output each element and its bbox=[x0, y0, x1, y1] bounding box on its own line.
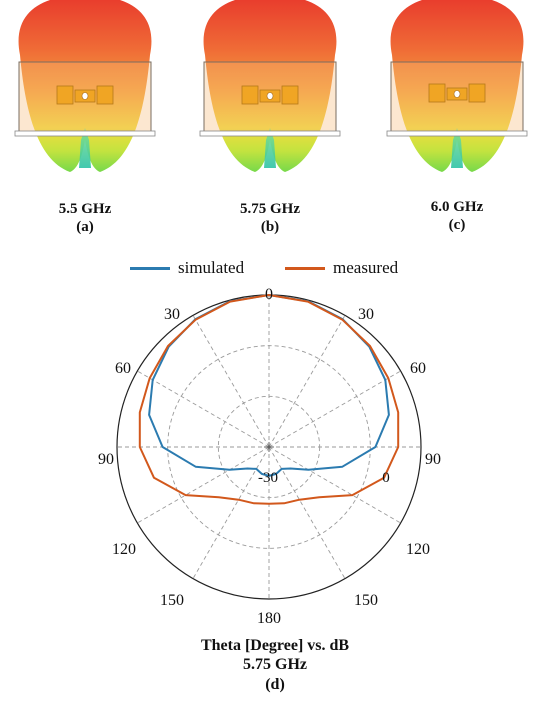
panel-letter-c: (c) bbox=[448, 217, 466, 233]
panel-label-c: 6.0 GHz (c) bbox=[377, 198, 537, 234]
radial-tick-max: 0 bbox=[382, 470, 390, 486]
panel-label-b: 5.75 GHz (b) bbox=[190, 200, 350, 236]
series-line-simulated bbox=[148, 294, 390, 477]
legend-label-measured: measured bbox=[333, 258, 399, 277]
grid-spoke-120 bbox=[268, 446, 401, 524]
radiation-pattern-3d-5p5ghz bbox=[14, 0, 156, 172]
grid-spoke-150 bbox=[268, 446, 346, 579]
panel-frequency-b: 5.75 GHz bbox=[240, 201, 300, 217]
legend-item-simulated: simulated bbox=[130, 258, 244, 278]
grid-spoke-210 bbox=[192, 446, 270, 579]
angle-tick-right-150: 150 bbox=[354, 592, 378, 609]
series-line-measured bbox=[138, 294, 400, 505]
angle-tick-top: 0 bbox=[265, 286, 273, 303]
chart-panel-letter: (d) bbox=[265, 676, 285, 693]
grid-spoke-30 bbox=[268, 315, 346, 448]
grid-spoke-330 bbox=[192, 315, 270, 448]
legend-swatch-measured bbox=[285, 266, 325, 270]
tick-labels: 0 30 30 60 60 90 90 120 120 150 150 180 -30 0 bbox=[98, 286, 441, 627]
angle-tick-right-60: 60 bbox=[410, 360, 426, 377]
angle-tick-upper-right: 30 bbox=[358, 306, 374, 323]
grid-spoke-60 bbox=[268, 370, 401, 448]
panel-letter-b: (b) bbox=[260, 219, 280, 235]
panel-frequency-a: 5.5 GHz bbox=[58, 201, 112, 217]
angle-tick-left-90: 90 bbox=[98, 451, 114, 468]
angle-tick-right-120: 120 bbox=[406, 541, 430, 558]
panel-label-a: 5.5 GHz (a) bbox=[5, 200, 165, 236]
radiation-pattern-3d-5p75ghz bbox=[199, 0, 341, 172]
radial-tick-min: -30 bbox=[258, 470, 278, 486]
chart-subtitle: 5.75 GHz bbox=[243, 656, 307, 673]
chart-legend: simulated measured bbox=[130, 258, 430, 280]
angle-tick-left-120: 120 bbox=[112, 541, 136, 558]
series-layer bbox=[138, 294, 400, 505]
legend-item-measured: measured bbox=[285, 258, 398, 278]
angle-tick-left-60: 60 bbox=[115, 360, 131, 377]
panel-frequency-c: 6.0 GHz bbox=[430, 199, 484, 215]
grid-spoke-300 bbox=[137, 370, 270, 448]
legend-swatch-simulated bbox=[130, 266, 170, 270]
chart-title: Theta [Degree] vs. dB bbox=[200, 637, 350, 654]
angle-tick-bottom: 180 bbox=[257, 610, 281, 627]
grid-spoke-240 bbox=[137, 446, 270, 524]
legend-label-simulated: simulated bbox=[178, 258, 245, 277]
panel-letter-a: (a) bbox=[76, 219, 94, 235]
angle-tick-right-90: 90 bbox=[425, 451, 441, 468]
radiation-pattern-3d-6p0ghz bbox=[386, 0, 528, 172]
angle-tick-left-150: 150 bbox=[160, 592, 184, 609]
angle-tick-upper-left: 30 bbox=[164, 306, 180, 323]
polar-chart: 0 30 30 60 60 90 90 120 120 150 150 180 -30 0 bbox=[98, 286, 441, 627]
